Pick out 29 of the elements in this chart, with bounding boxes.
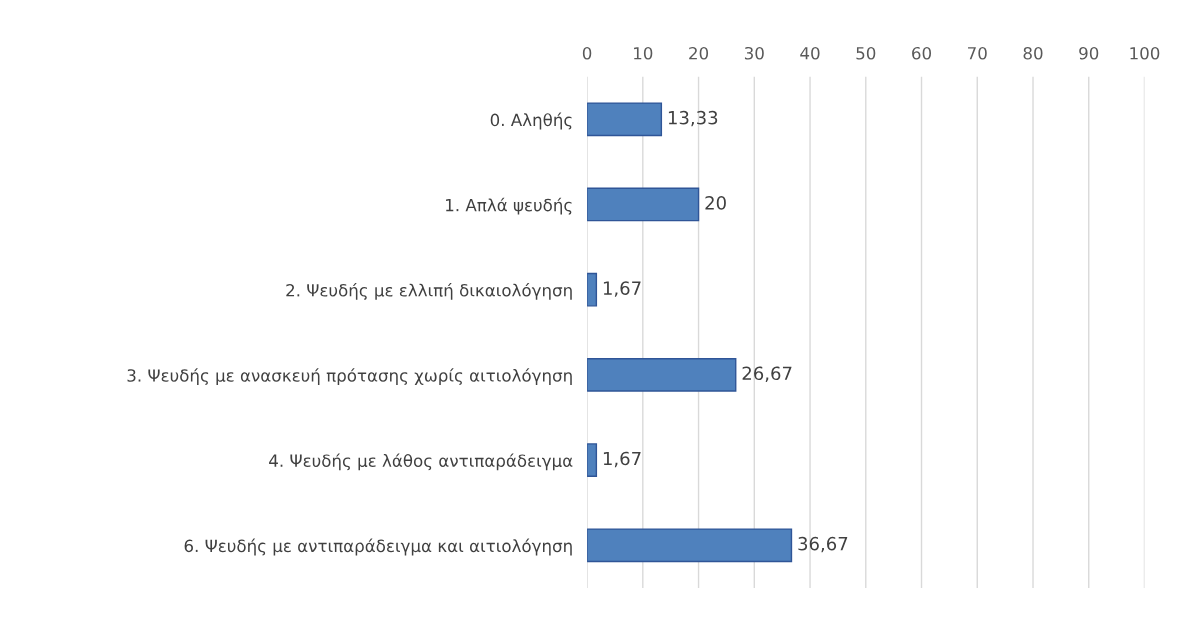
- x-tick-label: 0: [582, 46, 592, 60]
- data-label: 26,67: [742, 366, 792, 382]
- bar: [587, 187, 700, 222]
- x-tick-label: 60: [912, 46, 932, 60]
- bar: [587, 357, 737, 392]
- data-label: 36,67: [798, 536, 848, 553]
- x-tick-label: 90: [1079, 46, 1099, 60]
- y-tick-label: 1. Απλά ψευδής: [446, 197, 572, 215]
- data-label: 1,67: [603, 451, 641, 468]
- y-tick-label: 2. Ψευδής με ελλιπή δικαιολόγηση: [286, 283, 572, 300]
- x-tick-label: 80: [1023, 46, 1043, 60]
- data-label: 20: [705, 196, 726, 210]
- y-tick-label: 4. Ψευδής με λάθος αντιπαράδειγμα: [269, 453, 573, 471]
- y-tick-label: 0. Αληθής: [490, 112, 572, 130]
- bar: [587, 528, 793, 563]
- bar: [587, 443, 598, 477]
- x-tick-label: 70: [968, 46, 987, 60]
- x-tick-label: 40: [800, 46, 820, 60]
- x-tick-label: 100: [1130, 46, 1160, 60]
- x-tick-label: 10: [634, 46, 653, 60]
- x-tick-label: 20: [689, 46, 709, 60]
- bar: [587, 102, 663, 137]
- x-tick-label: 30: [744, 46, 764, 60]
- y-tick-label: 6. Ψευδής με αντιπαράδειγμα και αιτιολόγηση: [184, 538, 572, 556]
- x-tick-label: 50: [856, 46, 876, 60]
- data-label: 13,33: [668, 110, 718, 127]
- bar: [587, 272, 598, 307]
- y-tick-label: 3. Ψευδής με ανασκευή πρότασης χωρίς αιτιολόγηση: [127, 368, 572, 386]
- data-label: 1,67: [603, 281, 641, 297]
